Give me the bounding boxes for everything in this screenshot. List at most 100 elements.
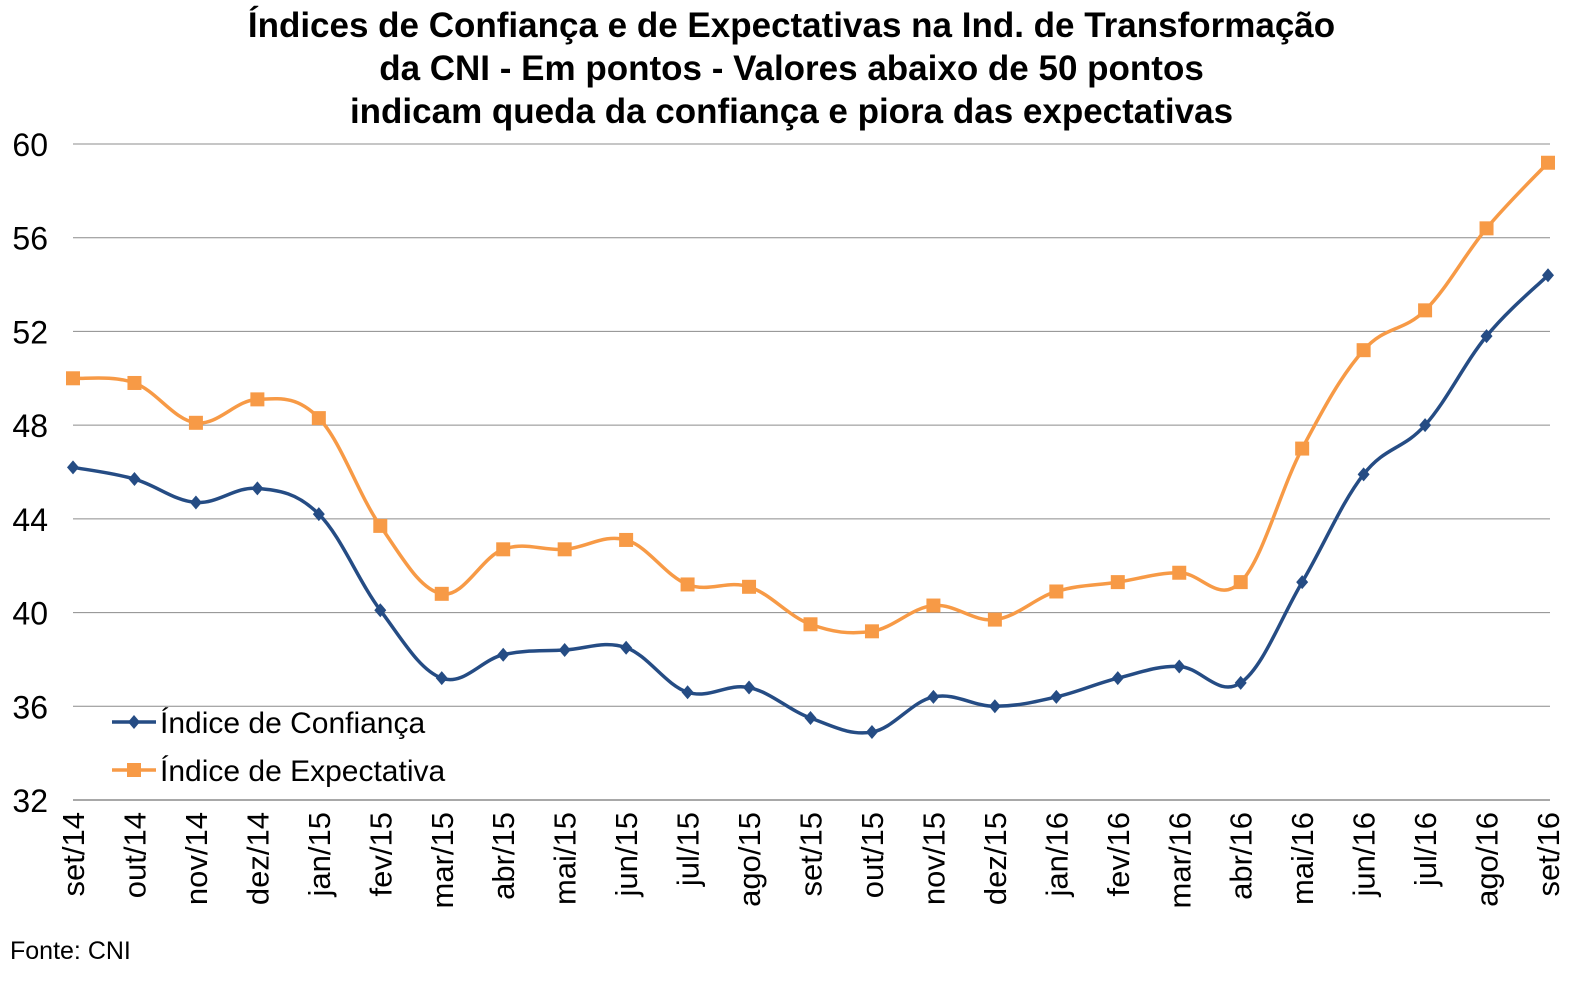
y-axis-tick-labels: 32 36 40 44 48 52 56 60 — [12, 127, 48, 819]
x-tick-label: mai/15 — [548, 812, 583, 905]
data-point — [435, 671, 448, 686]
y-tick-label: 52 — [12, 314, 48, 350]
x-tick-label: fev/16 — [1101, 812, 1136, 896]
x-tick-label: jun/15 — [609, 812, 644, 897]
x-tick-label: dez/15 — [978, 812, 1013, 905]
series-line — [72, 161, 1550, 635]
data-point — [127, 375, 142, 390]
series-confianca — [67, 268, 1554, 740]
data-point — [680, 577, 695, 592]
y-tick-label: 56 — [12, 221, 48, 257]
data-point — [1050, 689, 1063, 704]
data-point — [1111, 671, 1124, 686]
chart-title-line-1: Índices de Confiança e de Expectativas n… — [247, 6, 1336, 45]
data-point — [66, 371, 80, 386]
x-tick-label: mar/15 — [425, 812, 460, 908]
legend-swatch-marker — [127, 763, 141, 777]
data-point — [497, 647, 510, 662]
data-point — [373, 518, 388, 533]
x-tick-label: set/14 — [56, 812, 91, 896]
x-tick-label: ago/15 — [732, 812, 767, 907]
data-point — [743, 680, 756, 695]
data-point — [1049, 584, 1064, 599]
x-tick-label: nov/15 — [916, 812, 951, 905]
data-point — [128, 472, 141, 487]
x-tick-label: fev/15 — [363, 812, 398, 896]
x-tick-label: abr/16 — [1224, 812, 1259, 900]
y-tick-label: 44 — [12, 502, 48, 538]
data-point — [988, 699, 1001, 714]
data-point — [1173, 659, 1186, 674]
data-point — [742, 579, 757, 594]
data-point — [67, 460, 79, 475]
legend: Índice de Confiança Índice de Expectativa — [112, 707, 445, 788]
data-point — [1172, 565, 1187, 580]
series-line — [72, 273, 1550, 735]
chart-title: Índices de Confiança e de Expectativas n… — [0, 4, 1583, 133]
series-expectativa — [66, 155, 1555, 639]
data-point — [188, 415, 203, 430]
x-tick-label: ago/16 — [1470, 812, 1505, 907]
legend-label: Índice de Confiança — [160, 707, 425, 740]
y-tick-label: 48 — [12, 408, 48, 444]
data-point — [619, 532, 634, 547]
series-lines — [66, 155, 1555, 740]
x-tick-label: dez/14 — [240, 812, 275, 905]
x-tick-label: jun/16 — [1347, 812, 1382, 897]
data-point — [1357, 467, 1370, 482]
x-tick-label: abr/15 — [486, 812, 521, 900]
data-point — [1296, 575, 1309, 590]
x-tick-label: jul/15 — [671, 812, 706, 887]
data-point — [1110, 575, 1125, 590]
data-point — [1233, 575, 1248, 590]
legend-item: Índice de Confiança — [112, 707, 425, 740]
y-tick-label: 60 — [12, 127, 48, 163]
data-point — [681, 685, 694, 700]
x-tick-label: out/14 — [117, 812, 152, 898]
x-tick-label: mai/16 — [1285, 812, 1320, 905]
data-point — [1419, 418, 1432, 433]
data-point — [1295, 441, 1310, 456]
x-tick-label: out/15 — [855, 812, 890, 898]
source-note: Fonte: CNI — [10, 937, 131, 965]
legend-swatch-marker — [128, 715, 140, 729]
data-point — [927, 689, 940, 704]
x-tick-label: jan/16 — [1039, 812, 1074, 897]
data-point — [1234, 675, 1247, 690]
data-point — [251, 481, 264, 496]
data-point — [434, 586, 449, 601]
data-point — [312, 507, 325, 522]
data-point — [620, 640, 633, 655]
data-point — [1418, 303, 1433, 318]
data-point — [1541, 155, 1555, 170]
data-point — [864, 624, 879, 639]
data-point — [557, 542, 572, 557]
data-point — [1542, 268, 1554, 283]
x-tick-label: set/15 — [794, 812, 829, 896]
x-tick-label: nov/14 — [179, 812, 214, 905]
y-tick-label: 36 — [12, 689, 48, 725]
data-point — [987, 612, 1002, 627]
x-tick-label: jul/16 — [1408, 812, 1443, 887]
legend-item: Índice de Expectativa — [112, 755, 445, 788]
x-tick-label: set/16 — [1531, 812, 1566, 896]
chart-title-line-2: da CNI - Em pontos - Valores abaixo de 5… — [379, 49, 1204, 88]
data-point — [496, 542, 511, 557]
data-point — [1480, 329, 1493, 344]
data-point — [558, 643, 571, 658]
data-point — [865, 725, 878, 740]
chart-title-line-3: indicam queda da confiança e piora das e… — [349, 92, 1234, 131]
y-tick-label: 40 — [12, 596, 48, 632]
data-point — [189, 495, 202, 510]
data-point — [250, 392, 265, 407]
y-tick-label: 32 — [12, 783, 48, 819]
x-tick-label: mar/16 — [1162, 812, 1197, 908]
data-point — [1356, 343, 1371, 358]
data-point — [804, 711, 817, 725]
data-point — [1479, 221, 1494, 236]
x-axis-tick-labels: set/14 out/14 nov/14 dez/14 jan/15 fev/15 mar/… — [56, 812, 1566, 908]
data-point — [311, 411, 326, 426]
data-point — [374, 603, 387, 618]
data-point — [803, 617, 818, 632]
